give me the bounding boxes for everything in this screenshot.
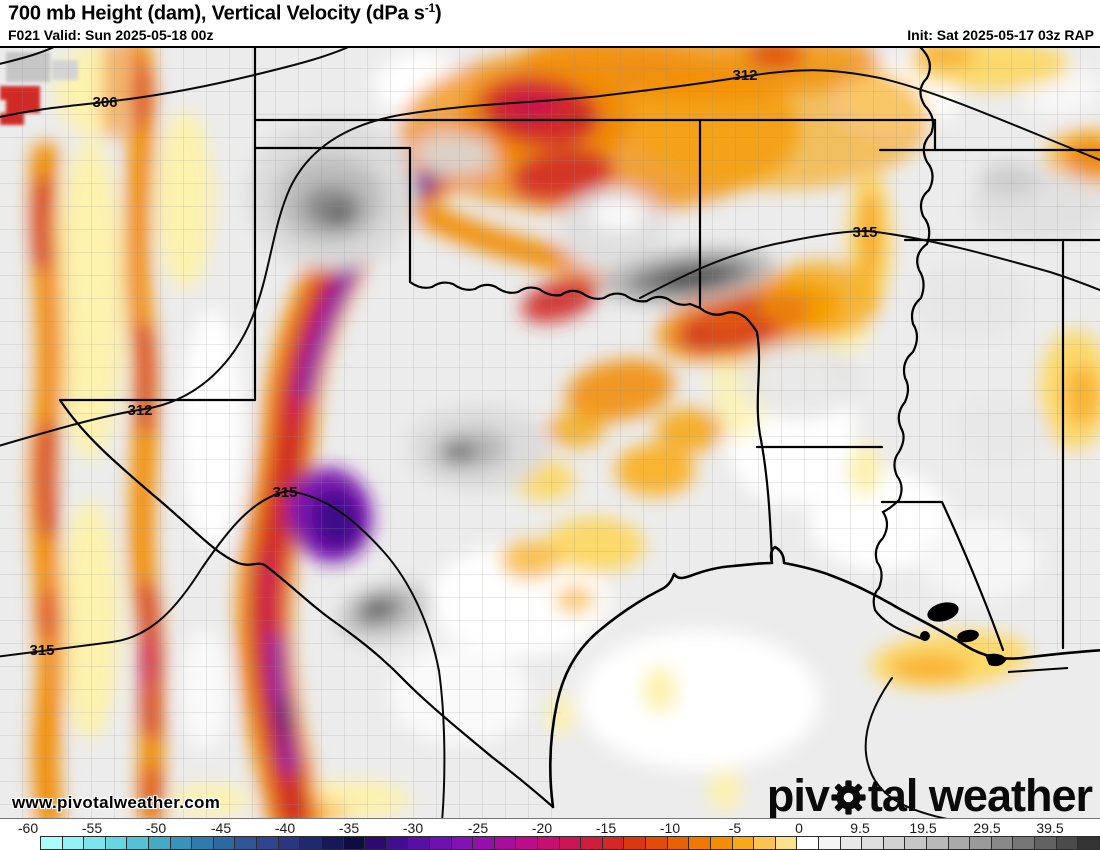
mississippi-river (872, 48, 935, 642)
colorbar-segment (1035, 837, 1057, 849)
model-init-label: Init: Sat 2025-05-17 03z RAP (907, 27, 1094, 43)
height-contours (0, 48, 1100, 818)
colorbar-segment (235, 837, 258, 849)
colorbar-segment (883, 837, 906, 849)
colorbar-segment (991, 837, 1014, 849)
colorbar-segment (538, 837, 560, 849)
contour-label: 315 (29, 642, 54, 659)
colorbar-segment (1056, 837, 1079, 849)
contour-label: 315 (852, 224, 877, 241)
colorbar-segment (105, 837, 128, 849)
pivotal-weather-logo: piv tal weather (766, 770, 1093, 818)
logo-text-right: tal weather (867, 770, 1093, 818)
contour-label: 315 (272, 484, 297, 501)
title-superscript: -1 (424, 1, 435, 15)
colorbar-segment (775, 837, 798, 849)
colorbar-segment (149, 837, 171, 849)
colorbar-segment (905, 837, 927, 849)
colorbar-segment (970, 837, 992, 849)
colorbar-tick: -45 (210, 820, 232, 836)
colorbar-segment (84, 837, 106, 849)
colorbar-segment (365, 837, 387, 849)
colorbar-segment (494, 837, 517, 849)
colorbar-tick: -30 (402, 820, 424, 836)
contour-label: 312 (732, 67, 757, 84)
colorbar-tick: 0 (795, 820, 803, 836)
colorbar-tick: 19.5 (909, 820, 937, 836)
contour-label: 306 (92, 94, 117, 111)
colorbar-tick: -10 (659, 820, 681, 836)
coastline (548, 545, 1100, 809)
colorbar-tick: -15 (595, 820, 617, 836)
title-text: 700 mb Height (dam), Vertical Velocity (… (8, 2, 425, 25)
colorbar-segment (127, 837, 150, 849)
colorbar: -60 -55 -50 -45 -40 -35 -30 -25 -20 -15 -10 -5 0 9.5 1… (0, 818, 1100, 850)
colorbar-segment (41, 837, 63, 849)
colorbar-segment (300, 837, 322, 849)
watermark: www.pivotalweather.com (12, 793, 221, 812)
colorbar-segment (213, 837, 236, 849)
colorbar-tick: -5 (728, 820, 742, 836)
page-title: 700 mb Height (dam), Vertical Velocity (… (8, 1, 442, 26)
colorbar-tick: 29.5 (973, 820, 1001, 836)
colorbar-tick: 39.5 (1036, 820, 1064, 836)
colorbar-segment (278, 837, 301, 849)
colorbar-segment (559, 837, 582, 849)
colorbar-segment (451, 837, 474, 849)
colorbar-segment (602, 837, 625, 849)
state-borders (58, 48, 1100, 809)
colorbar-segment (948, 837, 971, 849)
colorbar-segment (754, 837, 776, 849)
contour-label: 312 (127, 402, 152, 419)
colorbar-tick: -55 (81, 820, 103, 836)
title-suffix: ) (435, 2, 442, 25)
colorbar-segment (840, 837, 863, 849)
colorbar-tick: -20 (531, 820, 553, 836)
colorbar-segment (429, 837, 452, 849)
colorbar-segment (710, 837, 733, 849)
colorbar-tick: -40 (274, 820, 296, 836)
colorbar-segment (732, 837, 755, 849)
colorbar-segment (818, 837, 841, 849)
weather-map-svg: 306 312 315 312 315 315 (0, 48, 1100, 818)
colorbar-tick: -60 (17, 820, 39, 836)
colorbar-segment (321, 837, 344, 849)
colorbar-segment (408, 837, 430, 849)
contour-labels: 306 312 315 312 315 315 (29, 67, 877, 659)
colorbar-tick: -50 (145, 820, 167, 836)
colorbar-segment (646, 837, 668, 849)
logo-text-left: piv (766, 770, 830, 818)
gear-icon (831, 780, 866, 815)
colorbar-segment (862, 837, 884, 849)
colorbar-segment (624, 837, 647, 849)
colorbar-segment (386, 837, 409, 849)
forecast-valid-label: F021 Valid: Sun 2025-05-18 00z (8, 27, 214, 43)
colorbar-segment (170, 837, 193, 849)
colorbar-tick: -25 (467, 820, 489, 836)
colorbar-segment (62, 837, 85, 849)
colorbar-segment (343, 837, 366, 849)
header: 700 mb Height (dam), Vertical Velocity (… (0, 0, 1100, 48)
colorbar-segment (516, 837, 539, 849)
colorbar-segment (1078, 837, 1099, 849)
colorbar-segment (192, 837, 214, 849)
colorbar-segment (581, 837, 603, 849)
colorbar-segment (667, 837, 690, 849)
map-area: 306 312 315 312 315 315 www.pivotalweather.co… (0, 48, 1100, 818)
colorbar-segment (689, 837, 711, 849)
colorbar-scale (40, 836, 1100, 850)
colorbar-segment (257, 837, 279, 849)
colorbar-segment (473, 837, 495, 849)
colorbar-tick: 9.5 (850, 820, 870, 836)
colorbar-tick: -35 (338, 820, 360, 836)
colorbar-segment (1013, 837, 1036, 849)
colorbar-segment (797, 837, 819, 849)
colorbar-segment (926, 837, 949, 849)
